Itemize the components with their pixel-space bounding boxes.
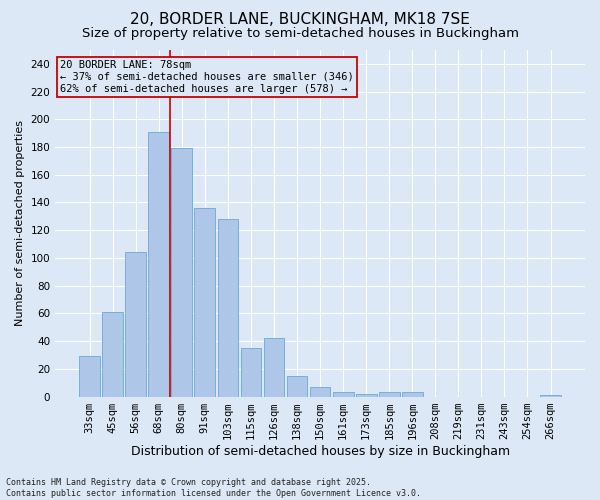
Bar [148, 132, 169, 396]
Bar [287, 376, 307, 396]
Bar [102, 312, 123, 396]
Bar [356, 394, 377, 396]
Text: Size of property relative to semi-detached houses in Buckingham: Size of property relative to semi-detach… [82, 28, 518, 40]
Y-axis label: Number of semi-detached properties: Number of semi-detached properties [15, 120, 25, 326]
Bar [172, 148, 192, 396]
Bar [125, 252, 146, 396]
Bar [241, 348, 262, 397]
Bar [540, 395, 561, 396]
Bar [194, 208, 215, 396]
Bar [379, 392, 400, 396]
Bar [310, 387, 331, 396]
Bar [263, 338, 284, 396]
Text: 20, BORDER LANE, BUCKINGHAM, MK18 7SE: 20, BORDER LANE, BUCKINGHAM, MK18 7SE [130, 12, 470, 28]
Text: Contains HM Land Registry data © Crown copyright and database right 2025.
Contai: Contains HM Land Registry data © Crown c… [6, 478, 421, 498]
X-axis label: Distribution of semi-detached houses by size in Buckingham: Distribution of semi-detached houses by … [131, 444, 509, 458]
Bar [218, 219, 238, 396]
Bar [402, 392, 422, 396]
Bar [333, 392, 353, 396]
Text: 20 BORDER LANE: 78sqm
← 37% of semi-detached houses are smaller (346)
62% of sem: 20 BORDER LANE: 78sqm ← 37% of semi-deta… [61, 60, 354, 94]
Bar [79, 356, 100, 397]
